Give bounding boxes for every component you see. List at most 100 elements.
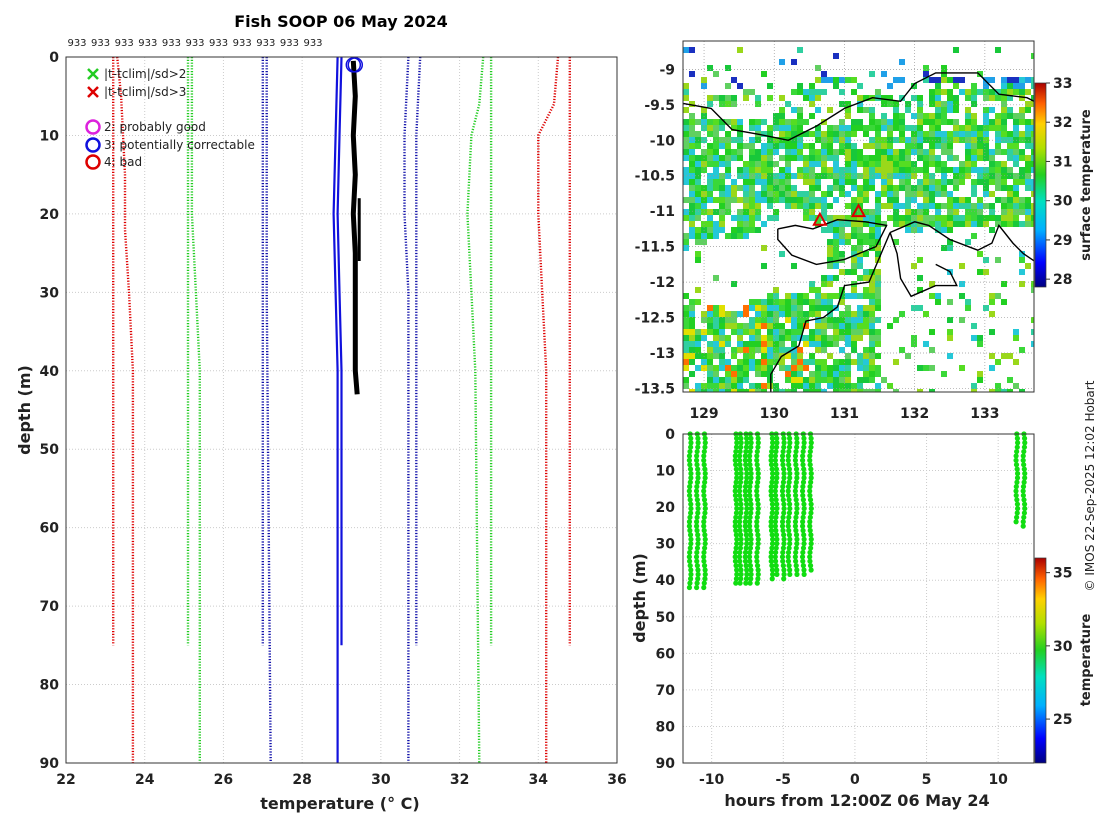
sst-cell	[845, 359, 851, 365]
cast-point	[768, 519, 774, 525]
sst-cell	[863, 131, 869, 137]
cast-point	[773, 527, 779, 534]
sst-cell	[863, 143, 869, 149]
sst-cell	[731, 281, 737, 287]
sst-cell	[947, 143, 953, 149]
sst-cell	[863, 215, 869, 221]
cast-point	[733, 580, 739, 586]
cast-point	[781, 510, 787, 516]
cast-point	[755, 541, 761, 547]
sst-cell	[791, 359, 797, 365]
sst-cell	[773, 359, 779, 365]
sst-cell	[857, 227, 863, 233]
sst-cell	[761, 119, 767, 125]
sst-cell	[791, 305, 797, 311]
cast-point	[780, 527, 786, 534]
sst-cell	[821, 167, 827, 173]
cast-point	[1015, 440, 1021, 446]
sst-cell	[719, 191, 725, 197]
legend-circle-marker	[85, 119, 101, 135]
sst-cell	[833, 251, 839, 257]
sst-cell	[965, 299, 971, 305]
sst-cell	[821, 161, 827, 167]
sst-cell	[833, 83, 839, 89]
cast-point	[793, 527, 799, 534]
sst-cell	[707, 95, 713, 101]
sst-cell	[1007, 209, 1013, 215]
sst-cell	[1007, 83, 1013, 89]
sst-cell	[725, 95, 731, 101]
sst-cell	[851, 359, 857, 365]
sst-cell	[953, 47, 959, 53]
sst-cell	[887, 143, 893, 149]
sst-cell	[875, 125, 881, 131]
y-tick-label: 50	[40, 442, 60, 458]
sst-cell	[1031, 155, 1034, 161]
sst-cell	[947, 191, 953, 197]
sst-cell	[845, 125, 851, 131]
sst-cell	[725, 323, 731, 329]
cast-point	[694, 462, 700, 468]
sst-cell	[803, 89, 809, 95]
sst-cell	[863, 239, 869, 245]
sst-cell	[905, 107, 911, 113]
cast-point	[743, 514, 749, 520]
sst-cell	[989, 149, 995, 155]
sst-cell	[869, 329, 875, 335]
cast-point	[687, 497, 693, 503]
sst-cell	[989, 167, 995, 173]
sst-cell	[935, 155, 941, 161]
cast-point	[1020, 484, 1027, 490]
sst-cell	[731, 197, 737, 203]
sst-cell	[767, 317, 773, 323]
sst-cell	[953, 185, 959, 191]
sst-cell	[761, 185, 767, 191]
sst-cell	[827, 215, 833, 221]
climatology-line	[537, 57, 560, 763]
lon-tick-label: 131	[830, 406, 859, 422]
sst-cell	[1019, 167, 1025, 173]
cast-point	[807, 527, 813, 534]
sst-cell	[755, 227, 761, 233]
sst-cell	[797, 293, 803, 299]
sst-cell	[947, 131, 953, 137]
sst-cell	[893, 155, 899, 161]
cast-point	[1022, 475, 1028, 481]
sst-cell	[893, 107, 899, 113]
sst-cell	[839, 143, 845, 149]
sst-cell	[965, 89, 971, 95]
cast-point	[808, 444, 814, 450]
x-tick-label: 32	[450, 772, 469, 788]
cast-point	[754, 549, 760, 556]
sst-cell	[719, 377, 725, 383]
sst-cell	[923, 167, 929, 173]
temperature-colorbar	[1034, 557, 1047, 764]
sst-cell	[941, 185, 947, 191]
sst-cell	[809, 113, 815, 119]
sst-cell	[881, 167, 887, 173]
sst-cell	[767, 143, 773, 149]
cast-point	[702, 440, 708, 446]
cast-point	[755, 576, 761, 582]
sst-cell	[743, 341, 749, 347]
sst-cell	[839, 365, 845, 371]
sst-cell	[797, 335, 803, 341]
sst-cell	[779, 113, 785, 119]
sst-cell	[863, 365, 869, 371]
coastline-path	[777, 218, 888, 266]
sst-cell	[863, 293, 869, 299]
sst-cell	[743, 95, 749, 101]
sst-cell	[713, 179, 719, 185]
cast-point	[808, 470, 814, 477]
sst-cell	[863, 305, 869, 311]
sst-cell	[749, 347, 755, 353]
sst-cell	[839, 347, 845, 353]
cast-point	[734, 435, 740, 441]
sst-cell	[905, 197, 911, 203]
sst-cell	[851, 329, 857, 335]
sst-cell	[785, 329, 791, 335]
sst-cell	[845, 215, 851, 221]
cast-point	[733, 462, 739, 468]
sst-cell	[767, 167, 773, 173]
cast-point	[800, 558, 806, 564]
